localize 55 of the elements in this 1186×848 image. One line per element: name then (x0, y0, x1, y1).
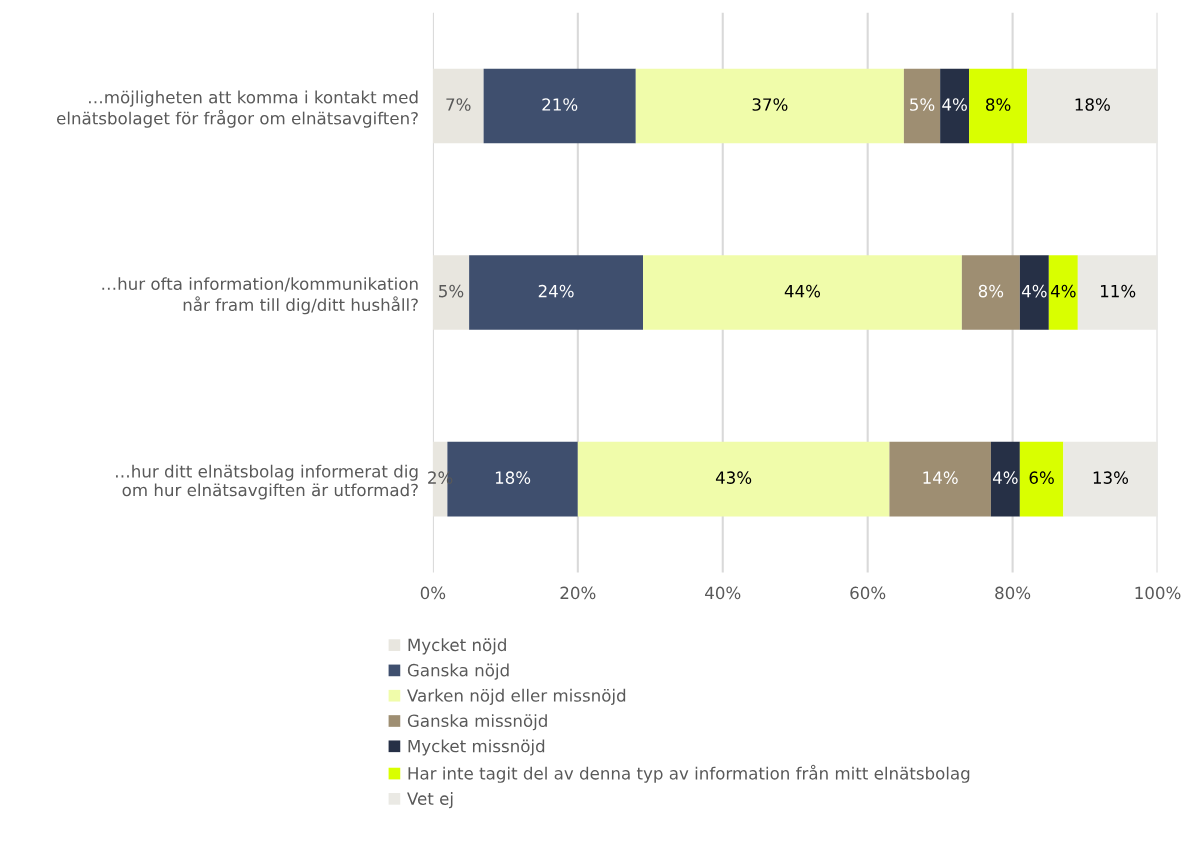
data-label: 21% (542, 98, 578, 111)
legend-label: Ganska missnöjd (407, 714, 547, 731)
bar (577, 441, 890, 517)
x-tick-label: 40% (705, 586, 741, 600)
bar (1019, 441, 1064, 517)
bar (940, 68, 970, 144)
y-tick-label: …möjligheten att komma i kontakt med elnätsbolaget för frågor om elnätsavgiften? (57, 90, 418, 128)
bar (1027, 68, 1158, 144)
data-label: 18% (495, 471, 531, 484)
bar (1077, 255, 1158, 330)
bar (483, 68, 636, 144)
bar (432, 68, 484, 144)
bar (469, 255, 644, 330)
data-label: 8% (986, 98, 1011, 111)
bar (432, 255, 470, 330)
x-tick-label: 20% (560, 586, 596, 600)
data-label: 18% (1075, 98, 1110, 111)
x-tick-label: 60% (850, 586, 886, 600)
x-tick-label: 0% (420, 586, 446, 600)
data-label: 37% (752, 98, 788, 111)
data-label: 4% (1021, 284, 1047, 298)
bar (903, 68, 941, 144)
bar (990, 441, 1020, 517)
data-label: 11% (1100, 284, 1136, 298)
data-label: 5% (910, 98, 935, 111)
bar (1019, 255, 1049, 330)
data-label: 6% (1029, 471, 1054, 484)
y-tick-label: …hur ofta information/kommunikation når fram till dig/ditt hushåll? (102, 277, 418, 315)
legend-label: Mycket nöjd (408, 638, 506, 655)
legend-label: Har inte tagit del av denna typ av information från mitt elnätsbolag (408, 764, 970, 783)
data-label: 43% (715, 471, 752, 484)
x-tick-label: 100% (1135, 586, 1181, 600)
data-label: 14% (923, 471, 958, 484)
data-label: 13% (1093, 471, 1129, 484)
y-tick-label: …hur ditt elnätsbolag informerat dig om hur elnätsavgiften är utformad? (116, 464, 418, 500)
data-label: 4% (992, 471, 1018, 484)
bar (889, 441, 991, 517)
bar (969, 68, 1028, 144)
bar (1063, 441, 1158, 517)
legend-label: Mycket missnöjd (408, 739, 545, 756)
data-label: 5% (439, 284, 464, 298)
data-label: 44% (784, 284, 821, 298)
legend-label: Varken nöjd eller missnöjd (407, 688, 626, 705)
data-label: 7% (446, 98, 471, 111)
bar (643, 255, 962, 330)
data-label: 24% (538, 284, 574, 298)
legend-label: Ganska nöjd (407, 663, 509, 680)
bar (1048, 255, 1078, 330)
data-label: 8% (978, 284, 1004, 298)
x-tick-label: 80% (995, 586, 1031, 600)
data-label: 4% (1050, 284, 1076, 298)
legend-label: Vet ej (407, 792, 453, 809)
data-label: 4% (942, 98, 967, 111)
bar (635, 68, 904, 144)
bar (961, 255, 1020, 330)
